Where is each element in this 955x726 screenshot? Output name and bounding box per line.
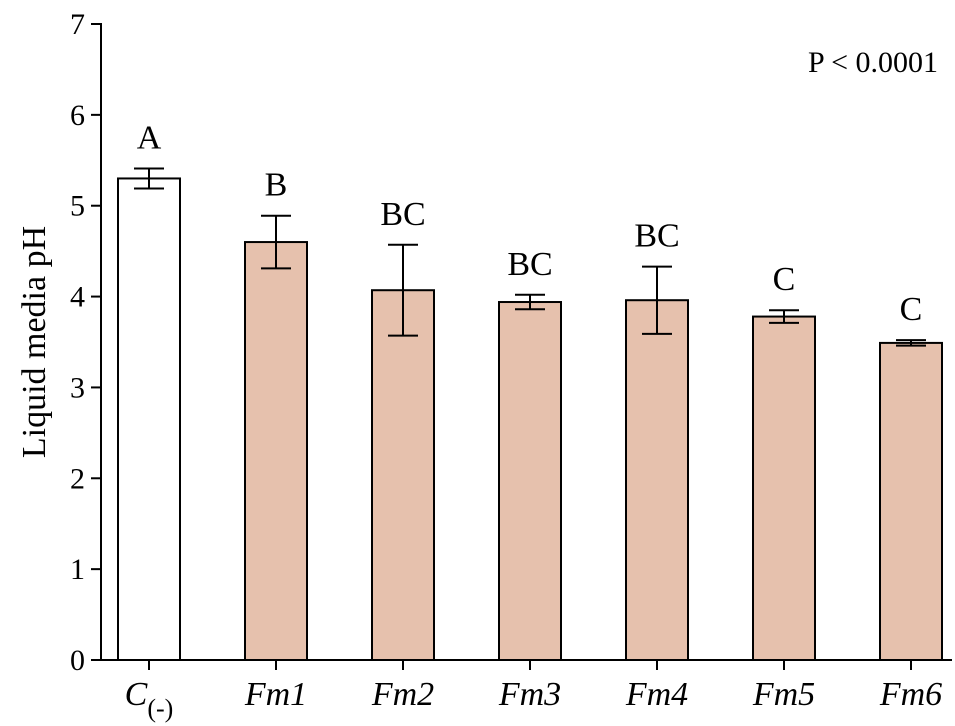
p-value-annotation: P < 0.0001 xyxy=(808,46,938,79)
significance-label-6: C xyxy=(773,261,796,298)
bar-1 xyxy=(117,177,181,661)
y-tick-label-2: 2 xyxy=(70,462,85,495)
error-bar-4 xyxy=(515,293,545,311)
bar-7 xyxy=(879,341,943,661)
significance-label-1: A xyxy=(137,119,162,156)
category-name: Fm2 xyxy=(371,676,434,713)
significance-label-4: BC xyxy=(507,246,552,283)
y-tick-label-1: 1 xyxy=(70,553,85,586)
x-tick-label-4: Fm3 xyxy=(498,676,561,713)
y-tick-label-4: 4 xyxy=(70,281,85,314)
category-name: Fm6 xyxy=(879,676,942,713)
significance-label-5: BC xyxy=(634,218,679,255)
bar-4 xyxy=(498,301,562,661)
y-tick-label-3: 3 xyxy=(70,371,85,404)
y-tick-label-7: 7 xyxy=(70,8,85,41)
error-bar-7 xyxy=(896,339,926,347)
y-axis-label: Liquid media pH xyxy=(16,226,53,458)
error-bar-5 xyxy=(642,265,672,335)
error-bar-2 xyxy=(261,214,291,270)
category-subscript: (-) xyxy=(147,694,173,723)
bar-5 xyxy=(625,299,689,661)
significance-label-2: B xyxy=(265,167,288,204)
category-name: Fm3 xyxy=(498,676,561,713)
x-tick-label-1: C(-) xyxy=(125,676,174,723)
error-bar-1 xyxy=(134,167,164,190)
error-bar-3 xyxy=(388,243,418,337)
category-name: C xyxy=(125,676,148,713)
bar-6 xyxy=(752,315,816,661)
x-tick-label-5: Fm4 xyxy=(625,676,688,713)
bar-3 xyxy=(371,289,435,661)
category-name: Fm5 xyxy=(752,676,815,713)
significance-label-7: C xyxy=(900,291,923,328)
bar-2 xyxy=(244,241,308,662)
x-tick-label-6: Fm5 xyxy=(752,676,815,713)
category-name: Fm4 xyxy=(625,676,688,713)
bars-layer: A B BC BC BC C C xyxy=(117,119,943,662)
y-tick-label-5: 5 xyxy=(70,190,85,223)
error-bar-6 xyxy=(769,309,799,324)
x-tick-label-3: Fm2 xyxy=(371,676,434,713)
x-tick-label-2: Fm1 xyxy=(244,676,307,713)
significance-label-3: BC xyxy=(380,196,425,233)
y-tick-label-0: 0 xyxy=(70,644,85,677)
y-tick-label-6: 6 xyxy=(70,99,85,132)
category-name: Fm1 xyxy=(244,676,307,713)
x-tick-label-7: Fm6 xyxy=(879,676,942,713)
